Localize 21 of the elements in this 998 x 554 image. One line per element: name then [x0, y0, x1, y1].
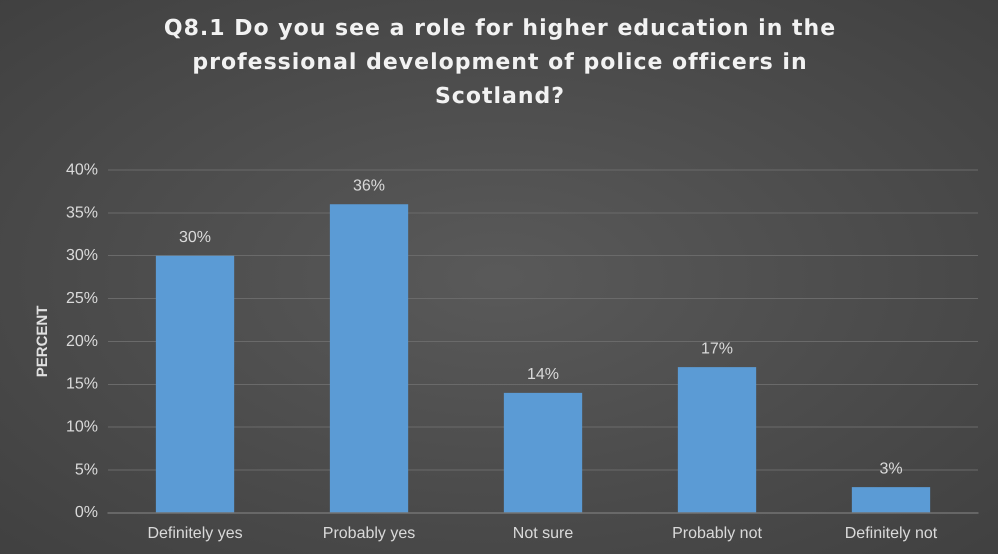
x-tick-label: Definitely not [844, 524, 938, 542]
data-label: 36% [353, 178, 386, 195]
x-tick-label: Probably yes [322, 524, 416, 542]
y-tick-label: 0% [74, 504, 98, 522]
chart-title: Q8.1 Do you see a role for higher education in the professional development of police officers in Scotland? [162, 15, 838, 111]
x-tick-label: Not sure [512, 524, 574, 542]
x-tick-label: Definitely yes [147, 524, 243, 542]
data-label: 3% [879, 460, 903, 478]
y-tick-label: 20% [66, 332, 98, 350]
data-label: 30% [179, 229, 212, 246]
y-tick-label: 25% [66, 290, 98, 307]
data-label: 14% [526, 366, 560, 384]
y-tick-label: 15% [66, 376, 98, 393]
y-tick-label: 10% [66, 418, 98, 436]
data-label: 17% [700, 340, 734, 358]
y-tick-label: 5% [74, 461, 98, 478]
y-tick-label: 40% [66, 161, 98, 178]
y-axis-title: PERCENT [34, 306, 52, 378]
y-tick-label: 35% [66, 204, 98, 222]
x-tick-label: Probably not [672, 524, 762, 542]
y-tick-label: 30% [66, 247, 98, 264]
